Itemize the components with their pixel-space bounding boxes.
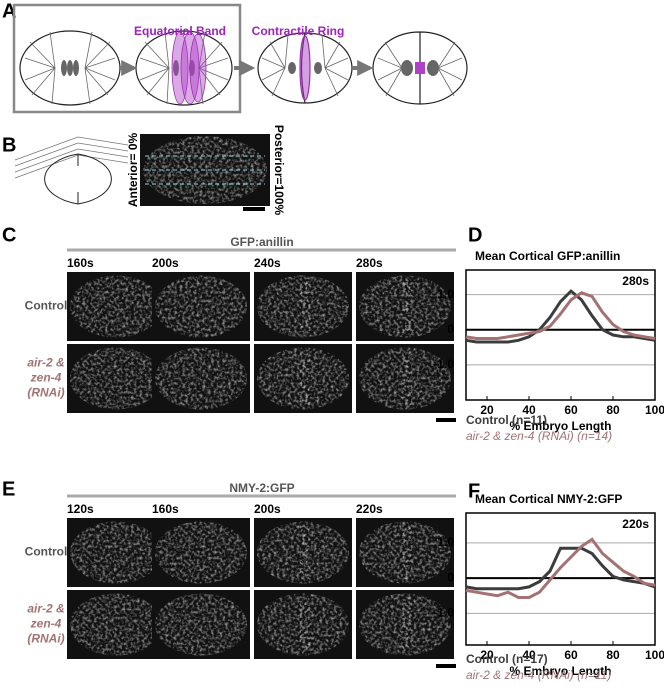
- row-label: Control: [25, 299, 68, 313]
- time-label: 240s: [254, 256, 281, 270]
- furrow-signal: [402, 526, 412, 579]
- x-tick-label: 20: [480, 648, 494, 662]
- time-label: 220s: [356, 502, 383, 516]
- spindle-rays: [24, 31, 463, 105]
- embryo-signal: [155, 593, 247, 656]
- x-tick-label: 100: [645, 648, 664, 662]
- x-tick-label: 100: [645, 403, 664, 417]
- time-label: 120s: [67, 502, 94, 516]
- legend-entry: Control (n=11): [466, 413, 547, 427]
- time-label: 200s: [254, 502, 281, 516]
- header: GFP:anillin: [230, 235, 293, 249]
- panel-a: [12, 3, 468, 114]
- furrow-signal: [300, 280, 310, 333]
- label: Anterior= 0%: [126, 132, 140, 207]
- panel-b: [14, 134, 270, 211]
- annotation: 220s: [622, 517, 649, 531]
- legend-entry: air-2 & zen-4 (RNAi) (n=11): [466, 668, 611, 682]
- panel-label: C: [2, 224, 16, 246]
- scale-bar: [436, 418, 456, 422]
- equatorial-band: [171, 31, 207, 105]
- y-tick-label: -1.0: [433, 357, 454, 371]
- embryo-signal: [70, 275, 162, 338]
- time-label: 160s: [152, 502, 179, 516]
- y-tick-label: -1.0: [433, 605, 454, 619]
- y-tick-label: 1.0: [437, 287, 454, 301]
- row-label: air-2 &: [27, 602, 64, 616]
- header: NMY-2:GFP: [229, 481, 294, 495]
- x-tick-label: 40: [522, 403, 536, 417]
- x-axis-label: % Embryo Length: [509, 664, 611, 678]
- row-label: zen-4: [30, 617, 62, 631]
- legend-entry: Control (n=17): [466, 652, 548, 666]
- furrow-signal: [402, 352, 412, 405]
- furrow-signal: [300, 352, 310, 405]
- furrow-signal: [300, 526, 310, 579]
- x-axis-label: % Embryo Length: [509, 419, 611, 433]
- panel-label: F: [468, 480, 480, 502]
- panel-label: B: [2, 134, 16, 156]
- embryo-signal: [70, 347, 162, 410]
- contractile-ring: [299, 35, 311, 101]
- furrow-signal: [300, 598, 310, 651]
- embryo-signal: [70, 521, 162, 584]
- furrow-signal: [402, 598, 412, 651]
- panel-label: E: [2, 478, 15, 500]
- embryo-signal: [155, 521, 247, 584]
- panel-label: D: [468, 224, 482, 246]
- label: Equatorial Band: [134, 24, 226, 38]
- row-label: air-2 &: [27, 356, 64, 370]
- time-label: 160s: [67, 256, 94, 270]
- label: Posterior=100%: [272, 125, 286, 216]
- row-label: (RNAi): [27, 632, 64, 646]
- series-line: [465, 537, 656, 599]
- plot-frame: [465, 269, 656, 401]
- y-tick-label: 1.0: [437, 535, 454, 549]
- x-tick-label: 60: [564, 648, 578, 662]
- y-tick-label: 0: [447, 322, 454, 336]
- x-tick-label: 80: [606, 403, 620, 417]
- embryo-signal: [70, 593, 162, 656]
- row-label: Control: [25, 545, 68, 559]
- x-tick-label: 20: [480, 403, 494, 417]
- row-label: zen-4: [30, 371, 62, 385]
- label: Contractile Ring: [252, 24, 345, 38]
- frame: [12, 3, 242, 114]
- time-label: 200s: [152, 256, 179, 270]
- plot-frame: [465, 512, 656, 646]
- series-line: [465, 289, 656, 344]
- chart-title: Mean Cortical GFP:anillin: [475, 249, 620, 263]
- x-tick-label: 40: [522, 648, 536, 662]
- legend-entry: air-2 & zen-4 (RNAi) (n=14): [466, 429, 612, 443]
- series-line: [465, 546, 656, 591]
- time-label: 280s: [356, 256, 383, 270]
- x-tick-label: 60: [564, 403, 578, 417]
- series-line: [465, 291, 656, 340]
- embryo-signal: [155, 347, 247, 410]
- chart-title: Mean Cortical NMY-2:GFP: [475, 492, 622, 506]
- chromosomes: [61, 60, 439, 76]
- furrow-signal: [402, 280, 412, 333]
- y-tick-label: 0: [447, 570, 454, 584]
- midbody: [415, 62, 425, 74]
- x-tick-label: 80: [606, 648, 620, 662]
- annotation: 280s: [622, 274, 649, 288]
- embryo-signal: [155, 275, 247, 338]
- row-label: (RNAi): [27, 386, 64, 400]
- scale-bar: [436, 664, 456, 668]
